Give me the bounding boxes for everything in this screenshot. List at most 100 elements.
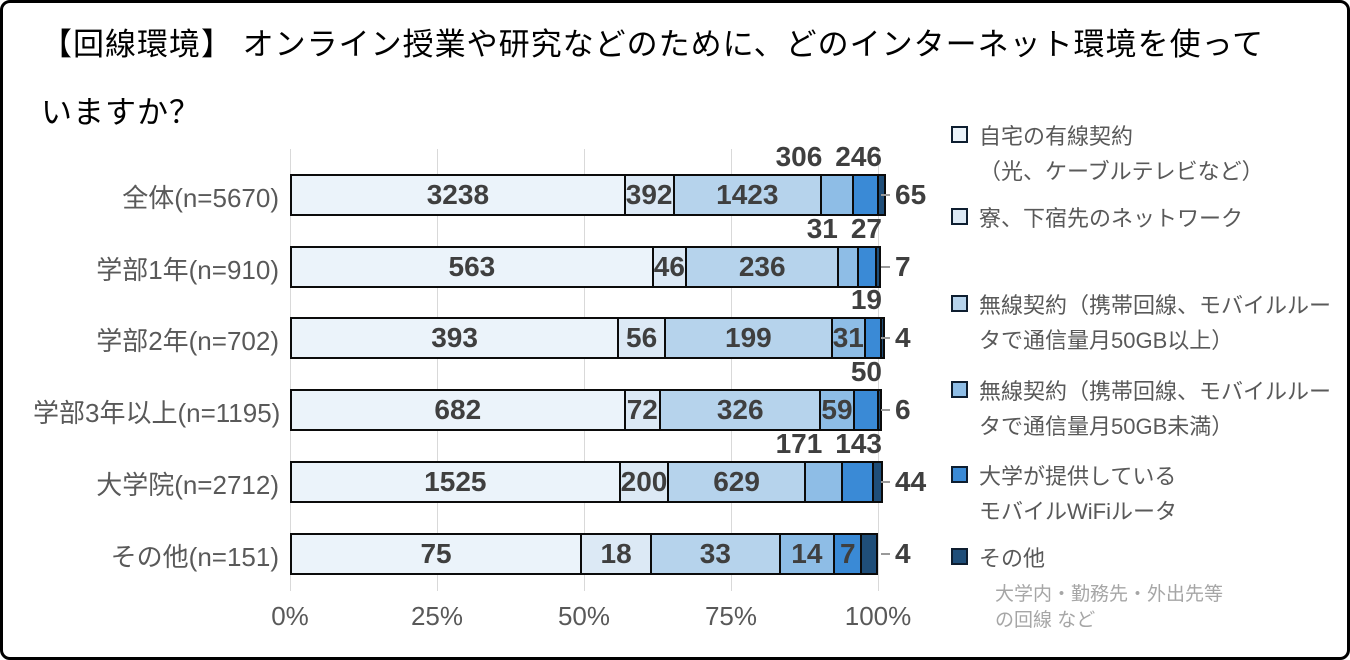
x-gridline [437,149,438,591]
bar-segment [876,246,882,288]
x-tick-label: 100% [844,601,912,631]
above-value-labels: 171 143 [776,428,882,460]
bar-segment: 1423 [674,174,823,216]
bar-segment: 75 [290,533,583,575]
x-gridline [290,149,291,591]
above-value-labels: 19 [851,284,882,316]
segment-value-label: 50 [850,356,882,387]
category-label: 学部1年(n=910) [96,255,279,285]
segment-value-label: 563 [448,251,496,282]
bar-segment: 72 [625,389,661,431]
segment-value-label: 246 [835,141,882,172]
bar-row: 75 18 33 14 7 4 [290,533,911,575]
bar-segment: 200 [620,461,670,503]
x-tick-label: 50% [557,601,611,631]
category-label: 学部3年以上(n=1195) [33,398,281,428]
x-tick-label: 75% [704,601,758,631]
x-gridline [731,149,732,591]
bar-segment [859,246,877,288]
segment-value-label: 392 [625,179,673,210]
category-label: 全体(n=5670) [122,183,279,213]
legend-swatch [951,548,968,565]
category-label: 大学院(n=2712) [96,470,279,500]
segment-value-label: 59 [821,394,853,425]
x-tick-label: 0% [271,601,309,631]
segment-value-label: 143 [835,428,882,459]
bar-segment: 31 [832,317,866,359]
legend-item-label: 寮、下宿先のネットワーク [979,206,1244,231]
above-value-labels: 306 246 [776,141,882,173]
leader-line [881,481,890,483]
legend-item: 無線契約（携帯回線、モバイルルー タで通信量月50GB以上） [951,288,1331,358]
bar-segment: 18 [582,533,653,575]
leader-line [881,553,890,555]
bar-segment: 46 [653,246,687,288]
bar-segment: 236 [686,246,840,288]
category-label: その他(n=151) [110,542,279,572]
legend-item-label: 無線契約（携帯回線、モバイルルー タで通信量月50GB未満） [979,379,1332,439]
bar-segment [853,174,880,216]
bar-segment [822,174,854,216]
segment-value-label: 44 [895,466,927,497]
x-gridline [878,149,879,591]
segment-value-label: 56 [626,322,658,353]
above-value-labels: 50 [851,356,882,388]
bar-segment: 682 [290,389,626,431]
legend-item-label: 無線契約（携帯回線、モバイルルー タで通信量月50GB以上） [979,293,1332,353]
bar-segment: 1525 [290,461,621,503]
segment-value-label: 4 [895,538,911,569]
segment-value-label: 19 [850,284,882,315]
chart-title-line2: いますか？ [41,95,201,130]
bar-segment [862,533,878,575]
bar-segment [854,389,880,431]
segment-value-label: 1525 [424,466,487,497]
segment-value-label: 7 [895,251,911,282]
legend-swatch [951,466,968,483]
legend-item: 自宅の有線契約 （光、ケーブルテレビなど） [951,119,1264,189]
segment-value-label: 33 [699,538,731,569]
legend-item: 大学が提供している モバイルWiFiルータ [951,459,1177,529]
bar-segment [842,461,874,503]
segment-value-label: 326 [716,394,764,425]
legend-swatch [951,295,968,312]
category-label: 学部2年(n=702) [96,326,279,356]
chart-title-line1: 【回線環境】 オンライン授業や研究などのために、どのインターネット環境を使って [41,27,1265,62]
segment-value-label: 6 [895,394,911,425]
segment-value-label: 236 [738,251,786,282]
bar-segment: 199 [666,317,833,359]
bar-segment: 563 [290,246,654,288]
segment-value-label: 31 [806,213,838,244]
segment-value-label: 200 [620,466,668,497]
legend-swatch [951,126,968,143]
bar-segment: 59 [821,389,855,431]
segment-value-label: 18 [600,538,632,569]
bar-segment: 7 [835,533,863,575]
bar-segment: 326 [661,389,822,431]
bar-segment: 3238 [290,174,626,216]
segment-value-label: 14 [791,538,823,569]
bar-segment: 14 [780,533,836,575]
bar-segment: 392 [625,174,675,216]
segment-value-label: 682 [434,394,482,425]
leader-line [881,266,890,268]
segment-value-label: 75 [420,538,452,569]
segment-value-label: 7 [839,538,856,569]
segment-value-label: 393 [431,322,478,353]
legend-item: 寮、下宿先のネットワーク [951,201,1243,236]
segment-value-label: 3238 [426,179,490,210]
x-gridline [584,149,585,591]
segment-value-label: 46 [653,251,685,282]
bar-segment: 629 [669,461,806,503]
bar-segment [839,246,860,288]
segment-value-label: 31 [832,322,864,353]
bar-row: 393 56 199 31 19 4 [290,284,911,359]
segment-value-label: 65 [895,179,927,210]
above-value-labels: 31 27 [807,213,882,245]
legend-swatch [951,208,968,225]
legend-item: その他 大学内・勤務先・外出先等 の回線 など [951,541,1223,634]
segment-value-label: 171 [775,428,823,459]
legend-item-label: 大学が提供している モバイルWiFiルータ [979,464,1177,524]
leader-line [881,337,890,339]
segment-value-label: 199 [725,322,772,353]
